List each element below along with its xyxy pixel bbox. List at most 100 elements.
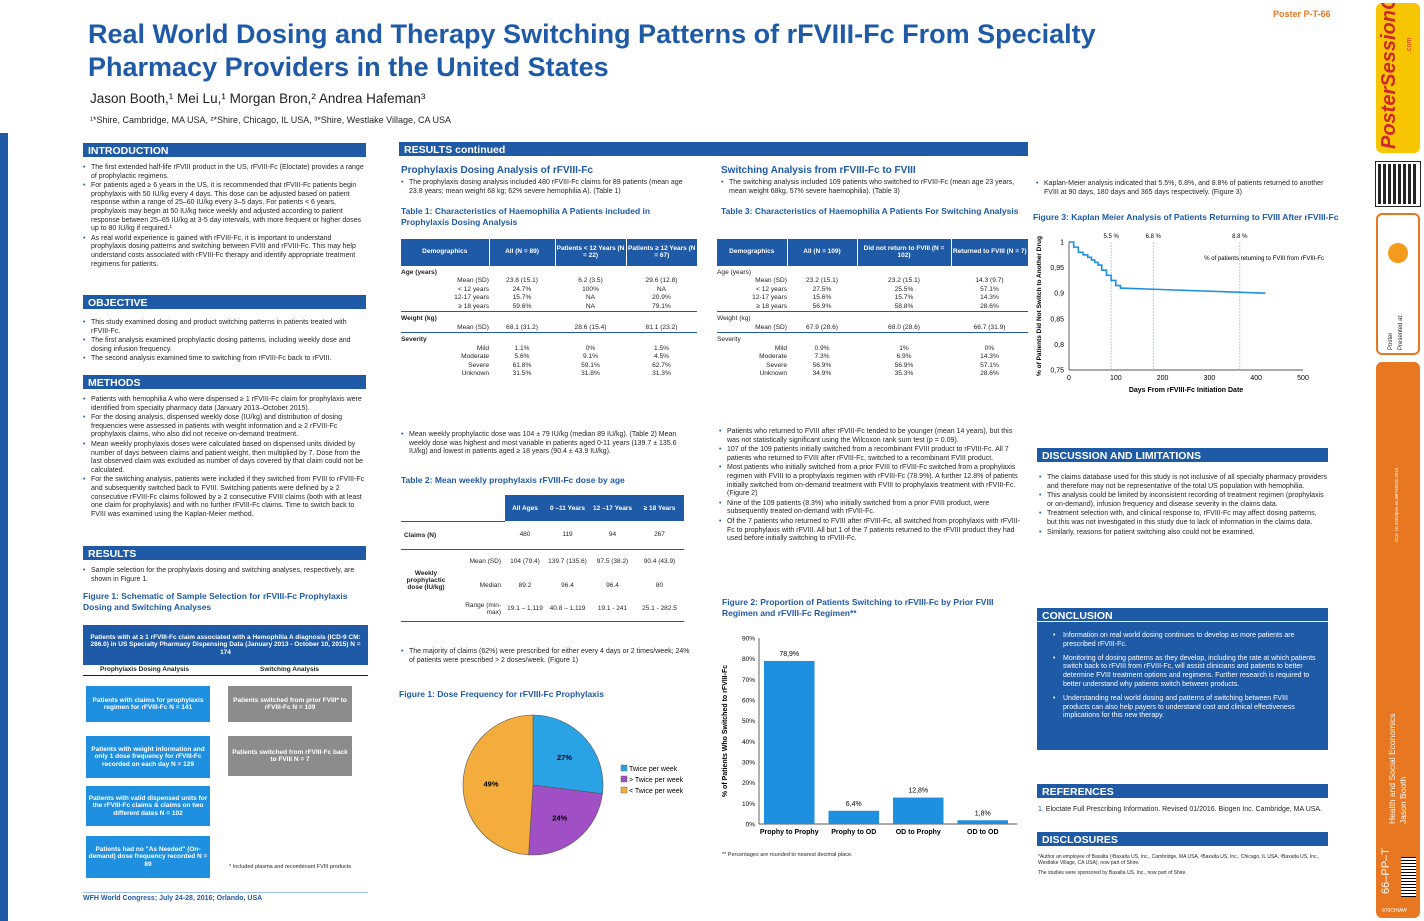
table-row: Moderate 5.6% 9.1% 4.5% — [401, 353, 697, 362]
flow-left-label: Prophylaxis Dosing Analysis — [100, 666, 189, 673]
table-cell: 20.9% — [652, 294, 671, 301]
table-row: Mean (SD) 67.9 (28.6) 68.0 (28.6) 66.7 (31.… — [717, 324, 1028, 333]
claims-label: Claims (N) — [404, 531, 437, 539]
poster-number: Poster P-T-66 — [1273, 9, 1331, 19]
legend-swatch — [620, 786, 628, 794]
table-cell: 28.6 (15.4) — [574, 323, 607, 331]
legend-label: Twice per week — [629, 766, 678, 773]
row-label: Age (years) — [717, 264, 787, 277]
pie-slice — [462, 714, 534, 856]
y-tick-label: 10% — [742, 801, 755, 808]
x-tick-label: 100 — [1110, 375, 1122, 382]
table-cell: 5.6% — [514, 353, 530, 360]
x-tick-label: Prophy to OD — [831, 829, 876, 836]
row-label: Mild — [774, 344, 787, 352]
y-tick-label: 0,8 — [1054, 342, 1064, 349]
wfh-logo-icon — [1388, 243, 1408, 263]
flow-box-l2: Patients with weight information and onl… — [86, 736, 210, 778]
table3-caption: Table 3: Characteristics of Haemophilia … — [721, 206, 1019, 217]
table-cell: 104 (79.4) — [510, 557, 540, 565]
km-curve — [1069, 241, 1266, 294]
pie-label: 24% — [552, 813, 567, 822]
table-cell — [489, 264, 555, 277]
qr-code[interactable] — [1375, 161, 1421, 207]
sidebar-info-panel: DOI: 10.3252/pso.eu.WFH2016.2016 Health … — [1376, 362, 1420, 918]
switching-section: Switching Analysis from rFVIII-Fc to FVI… — [721, 165, 1021, 217]
row-label: Mean (SD) — [755, 277, 787, 284]
list-item: The first extended half-life rFVIII prod… — [83, 164, 366, 181]
list-item: For patients aged ≥ 6 years in the US, i… — [83, 182, 366, 234]
table-row: Age (years) — [717, 264, 1028, 277]
x-tick-label: 300 — [1204, 375, 1216, 382]
table-cell: 35.3% — [894, 370, 914, 377]
table-cell: 56.9% — [812, 302, 832, 310]
legend-label: > Twice per week — [629, 777, 684, 784]
row-label: Moderate — [461, 353, 489, 360]
bar-value-label: 6,4% — [846, 801, 862, 808]
y-tick-label: 0,9 — [1054, 291, 1064, 298]
x-tick-label: OD to OD — [967, 829, 999, 836]
table-cell: 15.6% — [812, 294, 832, 301]
results-continued-heading: RESULTS continued — [399, 142, 1028, 156]
table-cell: 6.9% — [896, 353, 912, 360]
pie-slice — [532, 714, 604, 795]
reference-label: 5.5 % — [1103, 234, 1119, 240]
table-cell: 139.7 (135.6) — [548, 557, 587, 565]
table-cell — [951, 332, 1028, 345]
table-cell: 1.5% — [653, 344, 670, 352]
table-cell: 61.8% — [512, 361, 532, 369]
disclosures-heading: DISCLOSURES — [1037, 832, 1328, 846]
figure2-caption: Figure 2: Proportion of Patients Switchi… — [722, 597, 994, 618]
flow-box-l1: Patients with claims for prophylaxis reg… — [86, 686, 210, 722]
table-cell: 28.6% — [980, 302, 999, 310]
table-row: 12-17 years 15.6% 15.7% 14.3% — [717, 294, 1028, 303]
table-cell: 23.2 (15.1) — [888, 277, 920, 284]
table-cell: 34.9% — [812, 370, 832, 377]
table-header: Demographics — [401, 239, 490, 265]
table-cell: 14.3% — [980, 353, 999, 360]
conclusion-list: Information on real world dosing continu… — [1037, 622, 1328, 722]
list-item: For the dosing analysis, dispensed weekl… — [83, 414, 366, 440]
table-cell: 28.6% — [980, 370, 999, 377]
objective-list: This study examined dosing and product s… — [83, 319, 366, 364]
conclusion-box: CONCLUSION Information on real world dos… — [1037, 608, 1328, 750]
list-item: This analysis could be limited by incons… — [1039, 492, 1328, 509]
methods-list: Patients with hemophilia A who were disp… — [83, 396, 366, 519]
table-cell: 31.3% — [652, 370, 671, 377]
table-cell — [857, 311, 951, 324]
pie-chart: 27% 24% 49% Twice per week > Twice per week <… — [462, 714, 684, 856]
table-cell: 0.9% — [814, 344, 830, 352]
bar-value-label: 78,9% — [779, 651, 799, 658]
table-cell: 100% — [582, 285, 599, 293]
row-label: Mean (SD) — [469, 557, 501, 565]
legend-label: < Twice per week — [629, 788, 684, 795]
table-row: Severity — [717, 332, 1028, 345]
list-item: Treatment selection with, and clinical r… — [1039, 510, 1328, 527]
table-row: Range (min-max) 19.1 – 1,119 40.8 – 1,119 1… — [401, 597, 684, 621]
methods-heading: METHODS — [83, 375, 366, 389]
bar-value-label: 1,8% — [975, 810, 991, 817]
table-cell: 4.5% — [653, 353, 670, 360]
discussion-heading: DISCUSSION AND LIMITATIONS — [1037, 448, 1328, 462]
list-item: The first analysis examined prophylactic… — [83, 337, 366, 354]
table-header: 12 –17 Years — [593, 504, 632, 512]
table-cell — [951, 311, 1028, 324]
introduction-heading: INTRODUCTION — [83, 143, 366, 157]
list-item: As real world experience is gained with … — [83, 235, 366, 269]
table-cell: 58.8% — [894, 302, 914, 310]
switching-list: The switching analysis included 109 pati… — [721, 179, 1021, 196]
results-list: Sample selection for the prophylaxis dos… — [83, 567, 366, 584]
posteronline-logo[interactable]: PosterSessionOnline .com — [1376, 3, 1420, 153]
table-cell — [626, 311, 697, 324]
table-cell: 81.1 (23.2) — [645, 323, 678, 331]
table-cell: 119 — [562, 531, 573, 539]
figure1-caption: Figure 1: Schematic of Sample Selection … — [83, 591, 348, 613]
table2-group-label: Weekly prophylactic dose (IU/kg) — [406, 570, 446, 591]
list-item: Information on real world dosing continu… — [1053, 632, 1316, 650]
prophylaxis-section: Prophylaxis Dosing Analysis of rFVIII-Fc… — [401, 165, 697, 228]
table3: Demographics All (N = 109) Did not retur… — [717, 239, 1028, 379]
table-row: Moderate 7.3% 6.9% 14.3% — [717, 353, 1028, 362]
table-header: Demographics — [717, 239, 788, 265]
pie-label: 49% — [484, 780, 499, 789]
table-cell: 7.3% — [814, 353, 830, 360]
